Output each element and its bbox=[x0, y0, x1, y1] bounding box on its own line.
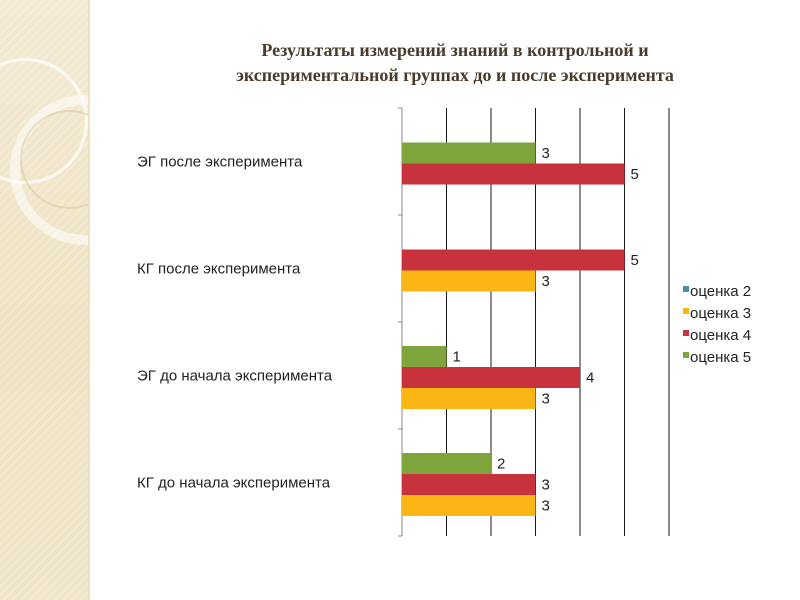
data-label: 3 bbox=[542, 477, 550, 494]
bar bbox=[402, 142, 536, 164]
bar bbox=[402, 346, 447, 367]
chart-title-line-2: экспериментальной группах до и после экс… bbox=[236, 65, 674, 85]
legend-item: оценка 5 bbox=[690, 349, 751, 366]
bar bbox=[402, 163, 625, 185]
legend-item: оценка 3 bbox=[690, 305, 751, 322]
sidebar-decoration bbox=[0, 0, 88, 600]
data-label: 5 bbox=[631, 252, 639, 269]
legend-swatch bbox=[683, 352, 689, 358]
category-label: КГ после эксперимента bbox=[137, 261, 301, 278]
data-label: 3 bbox=[542, 145, 550, 162]
legend-item: оценка 2 bbox=[690, 283, 751, 300]
data-label: 3 bbox=[542, 391, 550, 408]
sidebar-edge bbox=[88, 0, 91, 600]
category-label: ЭГ до начала эксперимента bbox=[137, 368, 333, 385]
data-label: 3 bbox=[542, 273, 550, 290]
data-label: 2 bbox=[497, 456, 505, 473]
legend-swatch bbox=[683, 308, 689, 314]
bar bbox=[402, 367, 580, 388]
data-label: 5 bbox=[631, 166, 639, 183]
bar bbox=[402, 453, 491, 474]
legend-swatch bbox=[683, 286, 689, 292]
data-label: 4 bbox=[586, 370, 594, 387]
bar bbox=[402, 474, 536, 495]
data-label: 3 bbox=[542, 498, 550, 515]
data-label: 1 bbox=[453, 349, 461, 366]
chart-title-line-1: Результаты измерений знаний в контрольно… bbox=[261, 40, 649, 60]
category-label: ЭГ после эксперимента bbox=[137, 154, 303, 171]
bar bbox=[402, 495, 536, 516]
category-label: КГ до начала эксперимента bbox=[137, 475, 331, 492]
bar bbox=[402, 270, 536, 292]
bar bbox=[402, 249, 625, 271]
legend-swatch bbox=[683, 330, 689, 336]
bar bbox=[402, 388, 536, 409]
chart-title: Результаты измерений знаний в контрольно… bbox=[120, 38, 790, 88]
legend-item: оценка 4 bbox=[690, 327, 751, 344]
